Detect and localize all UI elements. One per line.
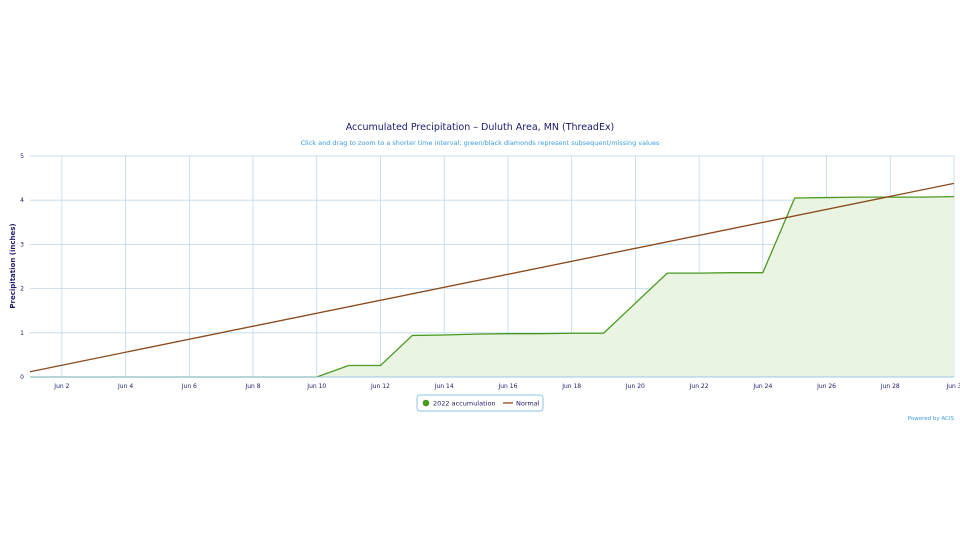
x-tick-label-8: Jun 18 <box>561 383 581 390</box>
legend: 2022 accumulation Normal <box>416 394 544 412</box>
x-tick-label-4: Jun 10 <box>306 383 326 390</box>
chart-title: Accumulated Precipitation – Duluth Area,… <box>346 122 615 133</box>
y-tick-label-3: 3 <box>20 241 24 248</box>
x-tick-label-12: Jun 26 <box>816 383 836 390</box>
y-tick-label-2: 2 <box>20 286 24 293</box>
x-tick-label-3: Jun 8 <box>244 383 260 390</box>
credits-link[interactable]: Powered by ACIS <box>908 416 955 422</box>
x-tick-label-6: Jun 14 <box>434 383 454 390</box>
legend-item-normal[interactable]: Normal <box>503 400 540 408</box>
legend-label-2022-accumulation: 2022 accumulation <box>433 400 496 408</box>
x-tick-label-14: Jun 3 <box>945 383 960 390</box>
x-tick-label-10: Jun 22 <box>689 383 709 390</box>
x-tick-label-2: Jun 6 <box>181 383 197 390</box>
y-tick-label-5: 5 <box>20 153 24 160</box>
axes: 0 1 2 3 4 5 Jun 2 Jun 4 Jun 6 Jun 8 Jun 10 Jun 12 Ju… <box>20 153 960 390</box>
y-tick-label-1: 1 <box>20 330 24 337</box>
y-tick-label-0: 0 <box>20 374 24 381</box>
x-tick-label-5: Jun 12 <box>370 383 390 390</box>
legend-box <box>416 394 544 412</box>
x-tick-label-11: Jun 24 <box>752 383 772 390</box>
legend-marker-2022-accumulation <box>422 399 430 407</box>
x-tick-label-7: Jun 16 <box>497 383 517 390</box>
chart-subtitle: Click and drag to zoom to a shorter time… <box>301 139 660 147</box>
x-tick-label-13: Jun 28 <box>880 383 900 390</box>
plot-series <box>29 182 955 378</box>
x-tick-label-9: Jun 20 <box>625 383 645 390</box>
legend-label-normal: Normal <box>516 400 540 408</box>
y-tick-label-4: 4 <box>20 197 24 204</box>
y-axis-label: Precipitation (inches) <box>9 223 17 308</box>
legend-item-2022-accumulation[interactable]: 2022 accumulation <box>422 399 496 408</box>
series-line-normal <box>29 182 955 373</box>
x-tick-label-0: Jun 2 <box>53 383 69 390</box>
x-tick-label-1: Jun 4 <box>117 383 133 390</box>
series-area-2022-accumulation <box>30 196 954 377</box>
